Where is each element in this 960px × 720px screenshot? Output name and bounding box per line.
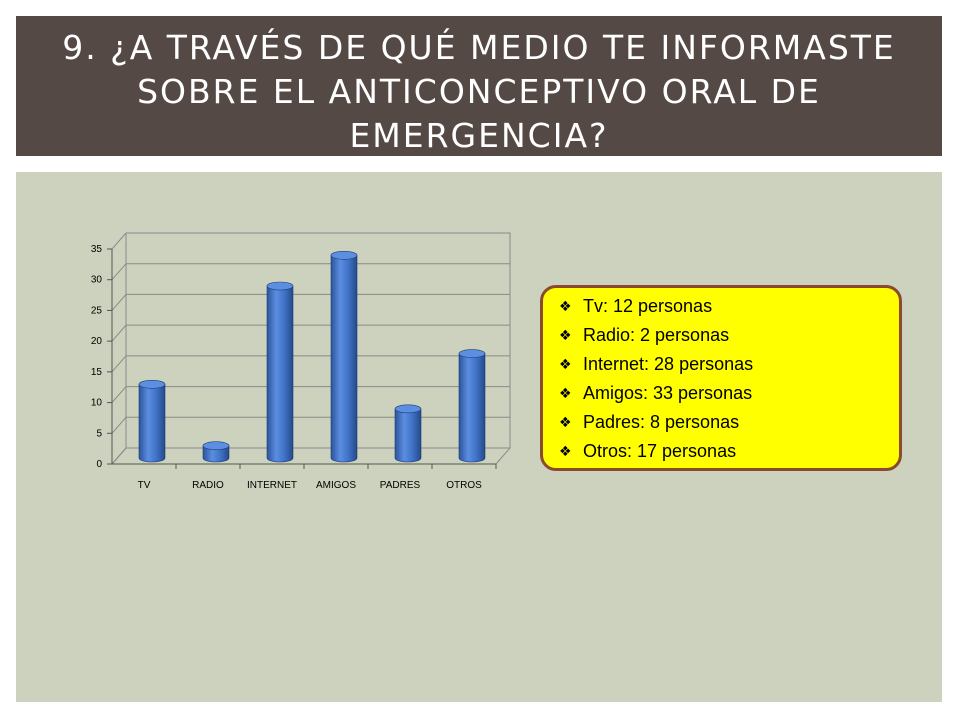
- chart-axes: [107, 248, 497, 469]
- gridline: [111, 232, 510, 250]
- gridline: [111, 324, 510, 342]
- diamond-bullet-icon: ❖: [559, 443, 572, 460]
- y-tick-label: 0: [96, 459, 102, 470]
- bar: [266, 281, 294, 463]
- y-tick-label: 25: [91, 305, 103, 316]
- summary-item-text: Otros: 17 personas: [583, 441, 737, 461]
- y-tick-label: 15: [91, 367, 103, 378]
- x-axis-tick-labels: TV RADIO INTERNET AMIGOS PADRES OTROS: [138, 480, 482, 491]
- bar: [202, 441, 230, 463]
- bar: [394, 404, 422, 463]
- x-tick-label: AMIGOS: [316, 480, 356, 491]
- summary-item-text: Internet: 28 personas: [583, 354, 754, 374]
- y-tick-label: 5: [96, 428, 102, 439]
- summary-list: ❖ Tv: 12 personas ❖ Radio: 2 personas ❖ Inter…: [559, 292, 899, 466]
- summary-item: ❖ Internet: 28 personas: [559, 350, 899, 379]
- summary-item-text: Padres: 8 personas: [583, 412, 740, 432]
- summary-item: ❖ Padres: 8 personas: [559, 408, 899, 437]
- slide-title: 9. ¿A través de qué medio te informaste …: [62, 28, 896, 155]
- diamond-bullet-icon: ❖: [559, 327, 572, 344]
- summary-item: ❖ Otros: 17 personas: [559, 437, 899, 466]
- bar: [138, 379, 166, 463]
- bar-chart: 0 5 10 15 20 25 30 35 TV RADIO INTERNET AMIGOS PADR…: [91, 232, 512, 491]
- title-bar: 9. ¿A través de qué medio te informaste …: [16, 16, 942, 156]
- y-tick-label: 10: [91, 398, 103, 409]
- diamond-bullet-icon: ❖: [559, 414, 572, 431]
- summary-item-text: Amigos: 33 personas: [583, 383, 753, 403]
- bar: [458, 349, 486, 463]
- summary-item-text: Tv: 12 personas: [583, 296, 713, 316]
- gridline: [111, 416, 510, 434]
- summary-item: ❖ Amigos: 33 personas: [559, 379, 899, 408]
- chart-back-wall: [125, 232, 511, 449]
- chart-floor: [110, 447, 512, 465]
- summary-item: ❖ Radio: 2 personas: [559, 321, 899, 350]
- summary-item: ❖ Tv: 12 personas: [559, 292, 899, 321]
- chart-bars: [138, 250, 486, 463]
- y-axis-tick-labels: 0 5 10 15 20 25 30 35: [91, 244, 103, 470]
- diamond-bullet-icon: ❖: [559, 298, 572, 315]
- bar: [330, 250, 358, 463]
- x-tick-label: PADRES: [380, 480, 421, 491]
- gridline: [111, 447, 510, 465]
- gridline: [111, 386, 510, 403]
- diamond-bullet-icon: ❖: [559, 356, 572, 373]
- summary-box: ❖ Tv: 12 personas ❖ Radio: 2 personas ❖ Inter…: [540, 285, 902, 471]
- x-tick-label: OTROS: [446, 480, 482, 491]
- x-tick-label: TV: [138, 480, 151, 491]
- gridline: [111, 263, 510, 281]
- x-tick-label: RADIO: [192, 480, 224, 491]
- chart-grid: [110, 232, 512, 465]
- gridline: [111, 355, 510, 373]
- x-tick-label: INTERNET: [247, 480, 297, 491]
- gridline: [111, 293, 510, 311]
- y-tick-label: 35: [91, 244, 103, 255]
- diamond-bullet-icon: ❖: [559, 385, 572, 402]
- y-tick-label: 30: [91, 275, 103, 286]
- y-tick-label: 20: [91, 336, 103, 347]
- summary-item-text: Radio: 2 personas: [583, 325, 730, 345]
